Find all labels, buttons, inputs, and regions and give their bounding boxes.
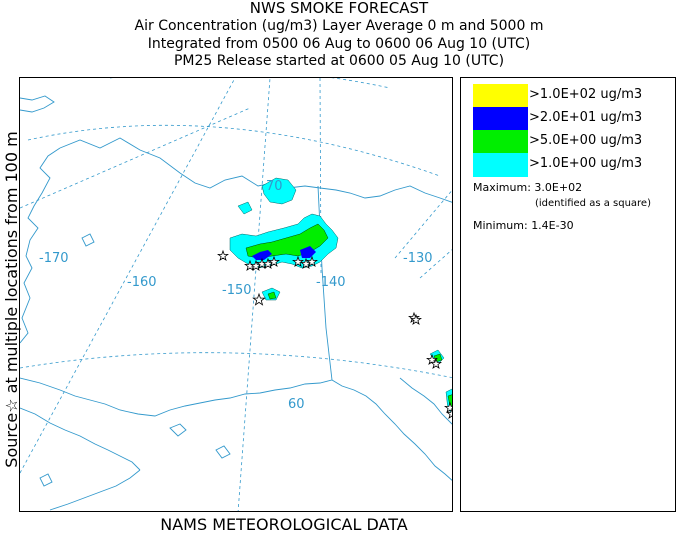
source-star (306, 255, 318, 267)
plume-level-20-west (252, 250, 272, 260)
lon-label-170: -170 (39, 251, 69, 266)
alaska-south-coast (20, 377, 452, 481)
maximum-note: (identified as a square) (535, 198, 651, 209)
alaska-north-coast (59, 137, 452, 203)
minimum-readout: Minimum: 1.4E-30 (473, 219, 574, 232)
minimum-value: 1.4E-30 (531, 219, 574, 232)
panhandle-coast (399, 377, 452, 425)
smoke-plume (229, 177, 452, 413)
legend-label: >2.0E+01 ug/m3 (529, 110, 643, 125)
source-star (444, 401, 452, 413)
lon-label-140: -140 (316, 275, 346, 290)
legend-label: >1.0E+00 ug/m3 (529, 156, 643, 171)
alaska-west-coast (20, 147, 61, 344)
plume-level-20-east (300, 246, 316, 258)
source-star (268, 255, 280, 267)
source-star (252, 292, 266, 306)
legend-swatch-blue (473, 107, 528, 131)
meteorological-data-footer: NAMS METEOROLOGICAL DATA (160, 515, 408, 534)
legend-swatch-cyan (473, 153, 528, 177)
source-star (292, 255, 304, 267)
island-outline-1 (215, 445, 231, 459)
plume-level-1-north (261, 177, 297, 205)
island-outline-2 (169, 423, 187, 437)
forecast-title: NWS SMOKE FORECAST (249, 0, 429, 17)
legend-panel: >1.0E+02 ug/m3 >2.0E+01 ug/m3 >5.0E+00 u… (460, 77, 676, 512)
source-star (446, 407, 452, 419)
latitude-line-80 (110, 78, 391, 89)
alaska-peninsula (20, 407, 141, 471)
minimum-label: Minimum: (473, 219, 532, 232)
integration-period: Integrated from 0500 06 Aug to 0600 06 A… (147, 36, 531, 52)
chukotka-coast (20, 95, 55, 113)
meridian-150 (237, 78, 271, 511)
latitude-line-70 (27, 124, 441, 177)
meridian-130 (394, 189, 452, 259)
lat-label-70: 70 (266, 179, 283, 194)
lon-label-130: -130 (403, 251, 433, 266)
aleutian-chain (49, 469, 141, 511)
legend-label: >1.0E+02 ug/m3 (529, 87, 643, 102)
lat-label-60: 60 (288, 397, 305, 412)
concentration-subtitle: Air Concentration (ug/m3) Layer Average … (134, 18, 544, 34)
coastline (20, 95, 452, 511)
legend-label: >5.0E+00 ug/m3 (529, 133, 643, 148)
meridian-120 (419, 249, 452, 279)
grid-labels: -170 -160 -150 -140 -130 70 60 (39, 179, 433, 412)
island-outline-3 (81, 233, 95, 247)
maximum-label: Maximum: (473, 181, 535, 194)
release-info: PM25 Release started at 0600 05 Aug 10 (… (173, 53, 505, 69)
source-star (410, 313, 422, 325)
legend-swatch-yellow (473, 84, 528, 108)
plume-level-5-far-east (447, 394, 452, 408)
alaska-map: -170 -160 -150 -140 -130 70 60 (20, 78, 452, 511)
meridian-170 (20, 107, 251, 209)
latitude-line-60 (20, 352, 452, 379)
fire-sources (217, 249, 452, 419)
maximum-value: 3.0E+02 (534, 181, 583, 194)
map-panel: -170 -160 -150 -140 -130 70 60 (19, 77, 453, 512)
plume-level-5-south (267, 291, 277, 300)
source-star (430, 357, 442, 369)
lon-label-160: -160 (127, 275, 157, 290)
lon-label-150: -150 (222, 283, 252, 298)
source-star (217, 249, 229, 261)
maximum-readout: Maximum: 3.0E+02 (473, 181, 582, 194)
meridian-160 (20, 78, 236, 474)
island-outline-4 (39, 473, 53, 487)
legend-swatch-green (473, 130, 528, 154)
plume-level-1-west (237, 201, 253, 215)
